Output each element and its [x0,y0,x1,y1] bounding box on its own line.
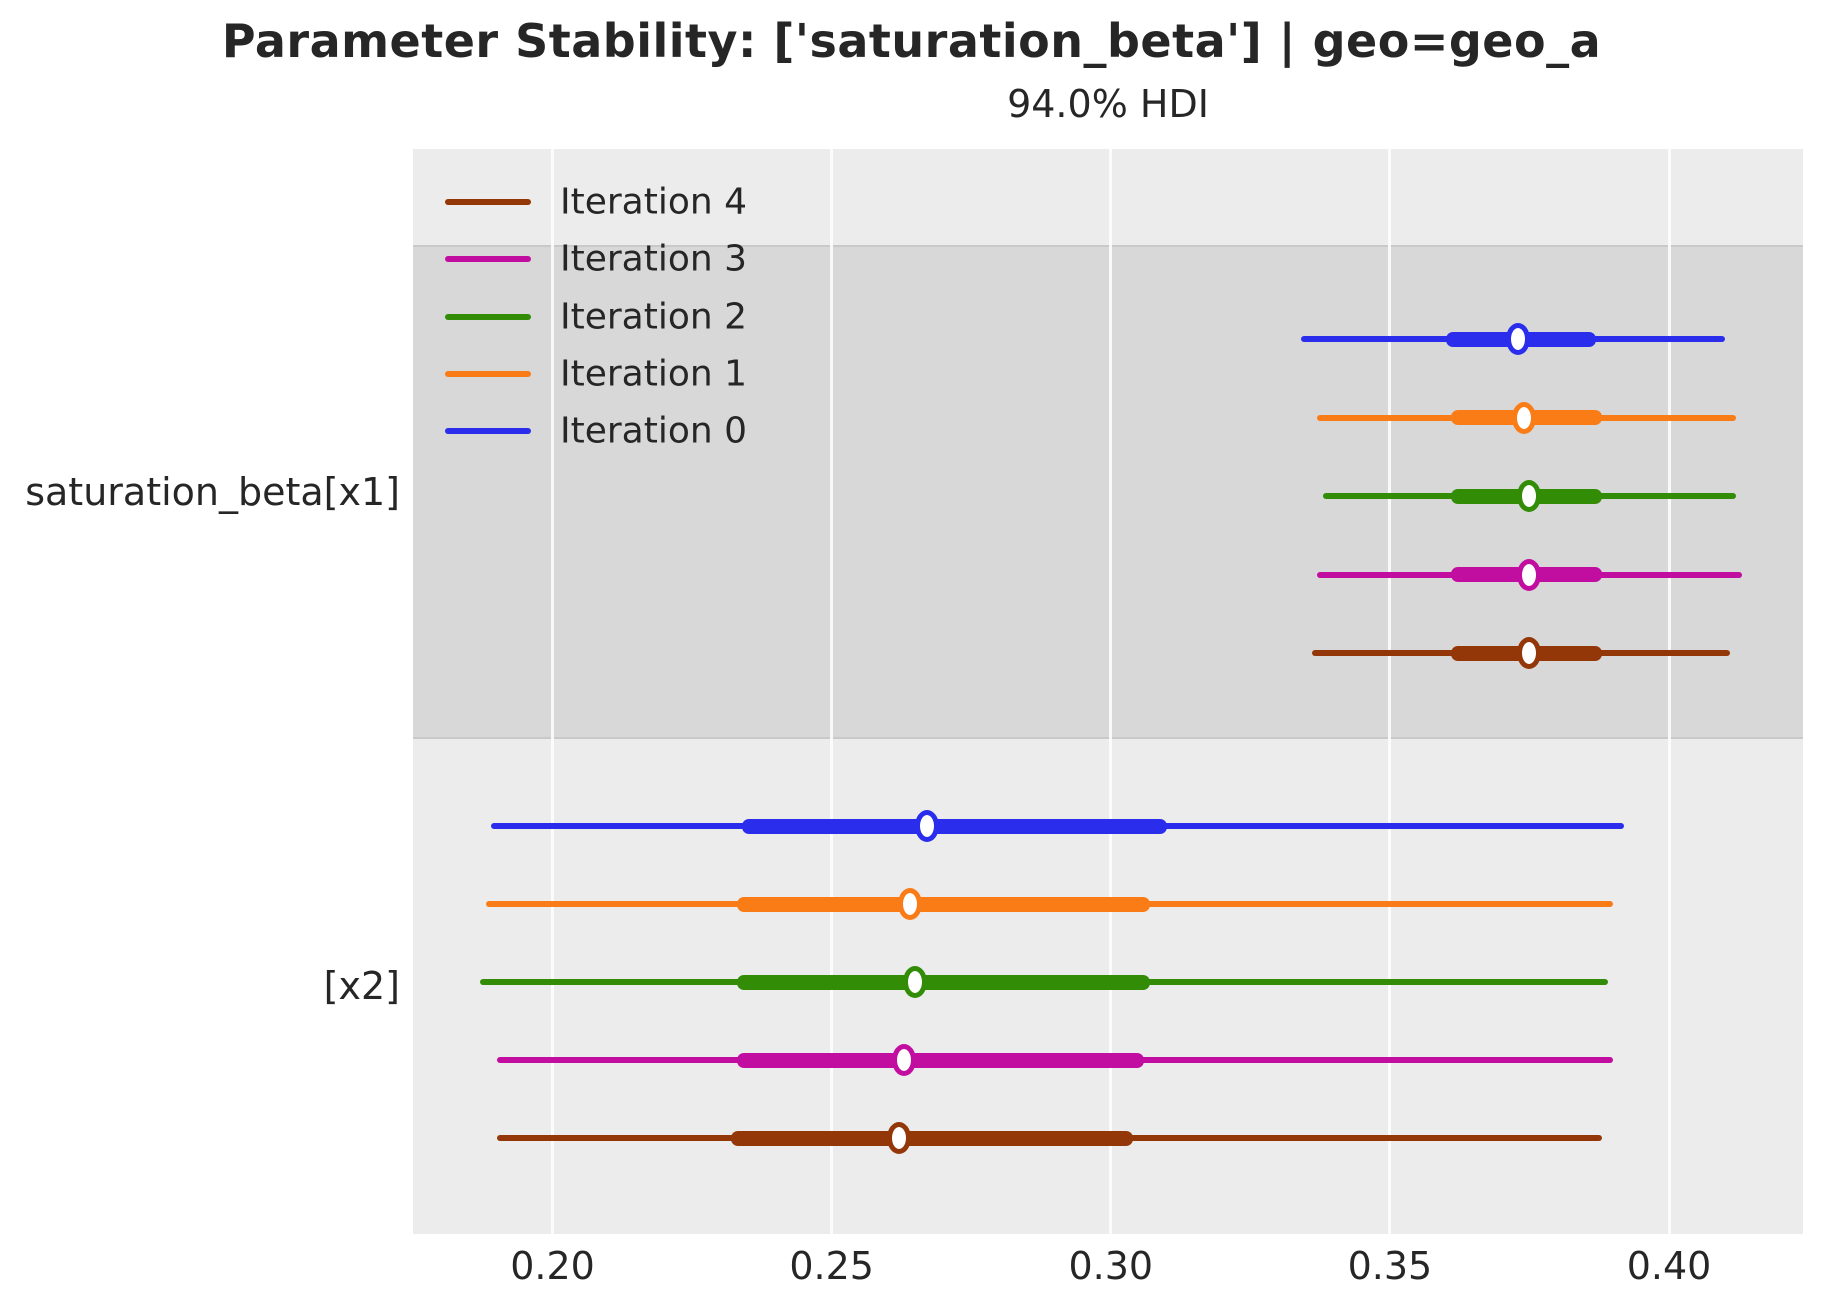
median-dot [892,1044,917,1076]
y-axis-label-x1: saturation_beta[x1] [25,470,400,514]
legend-swatch-icon [445,428,531,435]
x-tick-label: 0.40 [1626,1244,1712,1288]
quartile-line [731,1130,1134,1146]
legend-swatch-icon [445,256,531,263]
median-dot [1511,401,1536,434]
median-dot [1517,480,1542,512]
legend-label: Iteration 3 [560,238,748,280]
legend-label: Iteration 4 [560,181,748,223]
legend-swatch-icon [445,313,531,320]
median-dot [903,966,928,998]
legend-swatch-icon [445,370,531,377]
median-dot [914,810,939,842]
median-dot [1506,323,1531,355]
gridline-0.25 [830,149,834,1234]
median-dot [886,1122,911,1154]
gridline-0.20 [551,149,555,1234]
gridline-0.35 [1388,149,1392,1234]
median-dot [1517,637,1542,669]
quartile-line [736,896,1150,912]
y-axis-label-x2: [x2] [323,964,400,1008]
legend-label: Iteration 1 [560,353,748,395]
x-tick-label: 0.20 [510,1244,595,1288]
x-tick-label: 0.30 [1068,1244,1154,1288]
x-tick-label: 0.25 [789,1244,874,1288]
hdi-subtitle: 94.0% HDI [1007,82,1209,126]
page-title: Parameter Stability: ['saturation_beta']… [221,14,1602,68]
legend-swatch-icon [445,199,531,205]
quartile-line [736,974,1150,990]
axes: Iteration 4 Iteration 3 Iteration 2 Iterati… [413,149,1803,1234]
median-dot [1517,558,1542,591]
median-dot [897,888,922,920]
legend-label: Iteration 2 [560,296,748,338]
gridline-0.30 [1109,149,1113,1234]
quartile-line [736,1052,1145,1068]
legend-label: Iteration 0 [560,410,748,452]
x-tick-label: 0.35 [1347,1244,1433,1288]
quartile-line [742,818,1167,834]
gridline-0.40 [1667,149,1671,1234]
